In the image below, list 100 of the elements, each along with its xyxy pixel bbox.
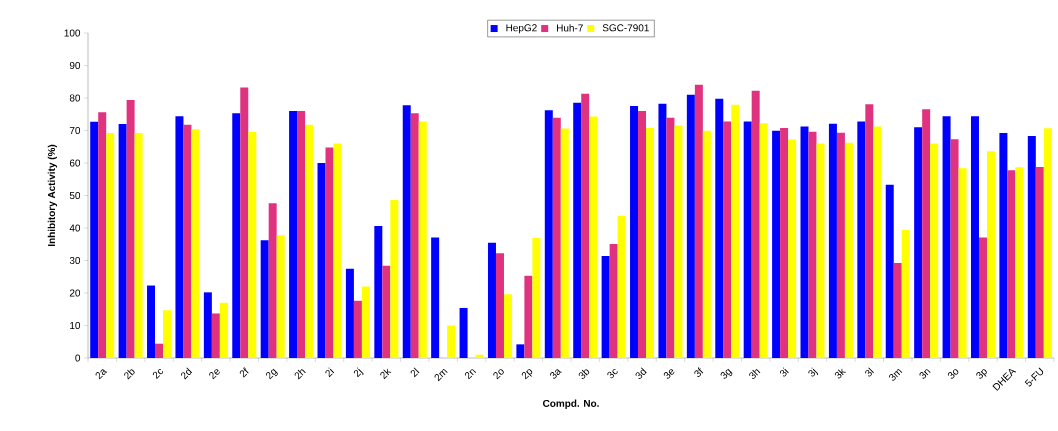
bar [865, 104, 874, 358]
bar [106, 133, 115, 358]
x-tick-label: 3i [779, 367, 789, 377]
y-tick-label: 40 [69, 224, 81, 232]
bar [90, 121, 99, 358]
x-tick-label: 3j [808, 367, 819, 377]
bar [1007, 170, 1016, 358]
bar [410, 113, 419, 358]
x-tick-label: 2b [124, 369, 135, 380]
bar [240, 87, 249, 358]
bar [191, 129, 200, 358]
bar [544, 110, 553, 358]
bar [1035, 166, 1044, 358]
bar [930, 143, 939, 358]
bar [552, 117, 561, 358]
bar [297, 111, 306, 358]
bar [317, 163, 326, 358]
bar [524, 275, 533, 358]
bar [126, 99, 135, 358]
bar [658, 103, 667, 358]
bar [694, 84, 703, 358]
bar [219, 302, 228, 358]
bar [788, 139, 797, 358]
bar [828, 123, 837, 358]
x-tick-label: 3n [919, 369, 931, 379]
bar [203, 292, 212, 358]
bar [305, 124, 314, 358]
bar [885, 184, 894, 358]
bar [447, 325, 456, 358]
bar [573, 102, 582, 358]
y-tick-label: 50 [69, 191, 81, 200]
x-tick-label: 2d [181, 367, 193, 380]
x-tick-label: 3b [578, 369, 590, 379]
bar [978, 237, 987, 358]
x-tick-label: 3h [749, 369, 761, 379]
x-tick-label: 2o [493, 369, 504, 380]
bar [751, 90, 760, 358]
y-tick-label: 90 [69, 61, 81, 70]
bar [248, 132, 257, 358]
bar [353, 300, 362, 358]
bar [1015, 167, 1024, 358]
y-tick-label: 80 [69, 94, 81, 102]
y-tick-label: 30 [69, 256, 81, 265]
bar [857, 121, 866, 358]
bar [232, 113, 241, 358]
bar [808, 131, 817, 358]
bar [836, 132, 845, 358]
x-tick-label: 3e [663, 369, 675, 379]
bar [503, 294, 512, 358]
x-tick-label: 2j [353, 367, 364, 378]
bar [155, 343, 164, 358]
x-tick-label: 2n [464, 369, 477, 380]
bar [759, 123, 768, 358]
y-axis-title: Inhibitory Activity (%) [47, 144, 58, 247]
x-tick-label: 3g [720, 368, 733, 379]
bar [163, 310, 172, 358]
legend-label: Huh-7 [557, 24, 583, 32]
bar [914, 127, 923, 358]
bar [516, 344, 525, 358]
x-tick-label: 3d [635, 367, 647, 379]
x-tick-label: 2m [434, 369, 448, 382]
bar [901, 229, 910, 358]
x-tick-label: 3c [607, 369, 618, 379]
y-tick-label: 20 [69, 289, 81, 297]
bar [1043, 128, 1052, 358]
bar [402, 105, 411, 358]
legend-label: HepG2 [506, 24, 537, 34]
y-tick-label: 10 [70, 321, 81, 330]
bar [715, 98, 724, 358]
x-tick-label: 3f [694, 367, 704, 377]
bar [581, 93, 590, 358]
bar [702, 130, 711, 358]
x-tick-label: 3a [550, 369, 562, 379]
bar [970, 116, 979, 358]
x-tick-label: 3l [865, 367, 874, 377]
bar [333, 143, 342, 358]
bar [958, 168, 967, 358]
x-tick-label: 3p [976, 369, 987, 379]
x-tick-label: 3o [947, 369, 959, 379]
legend-label: SGC-7901 [602, 24, 649, 32]
x-tick-label: 2e [209, 369, 220, 380]
bar [382, 265, 391, 358]
bar [638, 111, 647, 358]
bar [175, 116, 184, 358]
x-tick-label: 2h [294, 369, 306, 380]
bar [922, 109, 931, 358]
x-tick-label: 2l [410, 367, 420, 378]
bar [772, 130, 781, 358]
x-tick-label: 2f [239, 367, 249, 378]
bar [731, 104, 740, 358]
x-tick-label: 2p [521, 369, 533, 380]
bar [743, 121, 752, 358]
bar [601, 255, 610, 358]
bar [560, 128, 569, 358]
bar [361, 286, 370, 358]
bar [325, 147, 334, 358]
x-tick-label: 2c [152, 369, 164, 379]
x-tick-label: 2i [325, 367, 335, 378]
bar [532, 238, 541, 358]
bar [1027, 136, 1036, 358]
